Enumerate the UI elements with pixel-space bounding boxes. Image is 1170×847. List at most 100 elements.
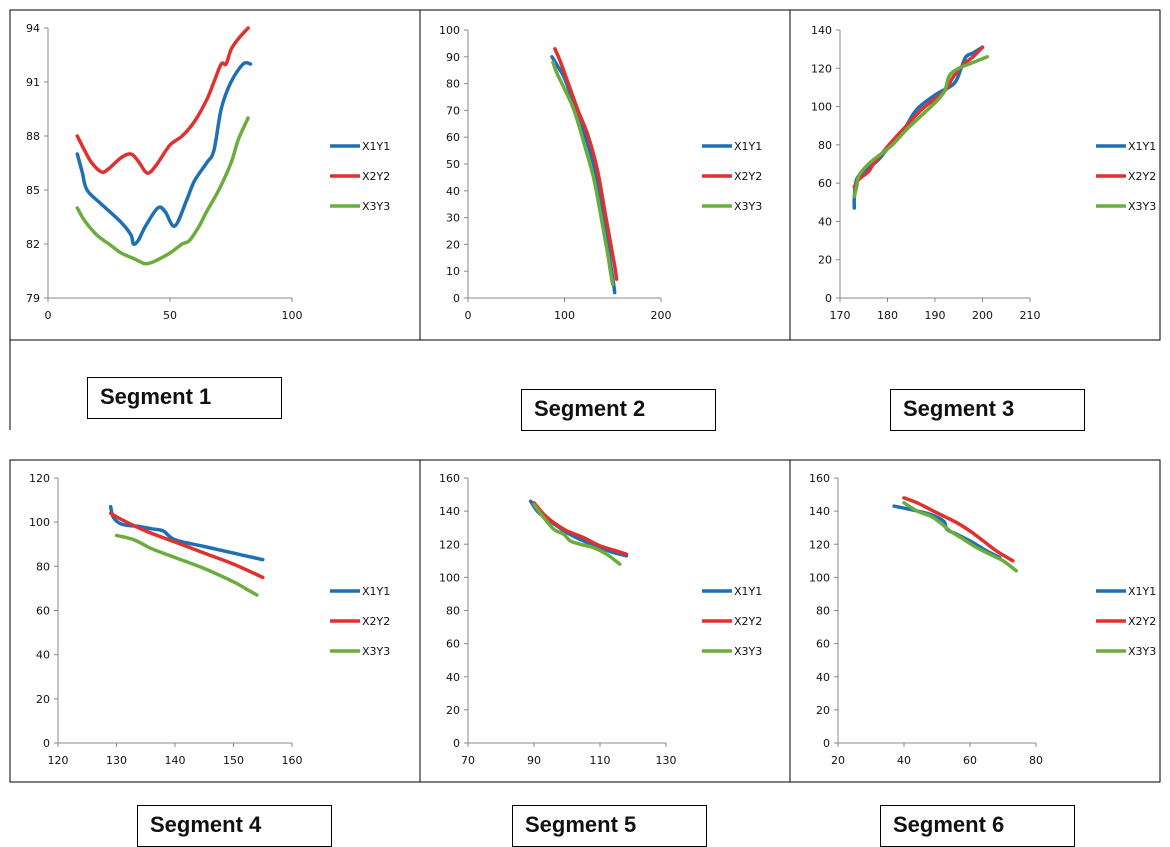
y-tick-label: 160 — [439, 472, 460, 485]
series-line-x3y3 — [532, 502, 622, 566]
series-line-x1y1 — [108, 504, 265, 562]
legend-label: X1Y1 — [362, 585, 390, 598]
x-tick-label: 100 — [282, 309, 303, 322]
x-tick-label: 110 — [590, 754, 611, 767]
legend-label: X3Y3 — [1128, 200, 1156, 213]
series-line-x1y1 — [528, 499, 629, 558]
y-tick-label: 120 — [439, 538, 460, 551]
y-tick-label: 160 — [809, 472, 830, 485]
legend-label: X1Y1 — [734, 585, 762, 598]
chart-segment-3: 0 20 40 60 80 100 120 140 170 180 190 200 210 X1Y1 X2Y… — [811, 24, 1156, 322]
y-tick-label: 80 — [36, 560, 50, 573]
legend-label: X2Y2 — [362, 170, 390, 183]
segment-label-2: Segment 2 — [521, 389, 716, 431]
y-tick-label: 40 — [816, 671, 830, 684]
x-tick-label: 170 — [830, 309, 851, 322]
series-line-x3y3 — [551, 60, 615, 287]
x-tick-label: 150 — [223, 754, 244, 767]
y-tick-label: 30 — [446, 212, 460, 225]
legend-label: X3Y3 — [1128, 645, 1156, 658]
x-tick-label: 140 — [165, 754, 186, 767]
y-tick-label: 140 — [809, 505, 830, 518]
y-tick-label: 80 — [818, 139, 832, 152]
y-tick-label: 120 — [29, 472, 50, 485]
y-tick-label: 80 — [446, 605, 460, 618]
segment-label-3: Segment 3 — [890, 389, 1085, 431]
segment-label-4: Segment 4 — [137, 805, 332, 847]
legend-label: X1Y1 — [362, 140, 390, 153]
series-line-x1y1 — [852, 45, 985, 210]
chart-segment-4: 0 20 40 60 80 100 120 120 130 140 150 160 X1Y1 X2Y2 X3… — [29, 472, 390, 767]
y-tick-label: 60 — [36, 605, 50, 618]
y-tick-label: 0 — [453, 292, 460, 305]
panel-frame-3 — [789, 9, 1161, 341]
series-line-x1y1 — [75, 60, 253, 246]
y-tick-label: 60 — [818, 177, 832, 190]
y-tick-label: 100 — [811, 101, 832, 114]
x-tick-label: 130 — [656, 754, 677, 767]
y-tick-label: 100 — [29, 516, 50, 529]
series-line-x2y2 — [532, 501, 629, 556]
y-tick-label: 40 — [446, 671, 460, 684]
y-tick-label: 0 — [43, 737, 50, 750]
y-tick-label: 50 — [446, 158, 460, 171]
x-tick-label: 90 — [527, 754, 541, 767]
series-line-x3y3 — [75, 116, 250, 266]
y-tick-label: 91 — [26, 76, 40, 89]
x-tick-label: 40 — [897, 754, 911, 767]
y-tick-label: 79 — [26, 292, 40, 305]
y-tick-label: 0 — [823, 737, 830, 750]
y-tick-label: 120 — [811, 62, 832, 75]
legend-label: X2Y2 — [362, 615, 390, 628]
x-tick-label: 0 — [45, 309, 52, 322]
panel-frame-6 — [789, 459, 1161, 783]
x-tick-label: 80 — [1029, 754, 1043, 767]
y-tick-label: 80 — [816, 605, 830, 618]
series-line-x3y3 — [902, 501, 1018, 573]
series-line-x2y2 — [553, 47, 619, 281]
y-tick-label: 85 — [26, 184, 40, 197]
chart-segment-5: 0 20 40 60 80 100 120 140 160 70 90 110 130 X1Y1 X2Y2 X… — [439, 472, 762, 767]
y-tick-label: 20 — [818, 254, 832, 267]
y-tick-label: 60 — [816, 638, 830, 651]
y-tick-label: 90 — [446, 51, 460, 64]
y-tick-label: 70 — [446, 104, 460, 117]
chart-segment-1: 79 82 85 88 91 94 0 50 100 X1Y1 X2Y2 X3Y3 — [26, 22, 390, 322]
y-tick-label: 20 — [816, 704, 830, 717]
series-line-x3y3 — [114, 533, 259, 597]
series-line-x2y2 — [108, 511, 265, 580]
x-tick-label: 190 — [925, 309, 946, 322]
segment-label-1: Segment 1 — [87, 377, 282, 419]
x-tick-label: 0 — [465, 309, 472, 322]
y-tick-label: 80 — [446, 78, 460, 91]
y-tick-label: 0 — [825, 292, 832, 305]
legend-label: X3Y3 — [734, 200, 762, 213]
x-tick-label: 50 — [163, 309, 177, 322]
x-tick-label: 70 — [461, 754, 475, 767]
series-line-x2y2 — [75, 26, 250, 175]
y-tick-label: 40 — [818, 215, 832, 228]
x-tick-label: 160 — [282, 754, 303, 767]
y-tick-label: 20 — [446, 704, 460, 717]
x-tick-label: 60 — [963, 754, 977, 767]
y-tick-label: 120 — [809, 538, 830, 551]
series-line-x1y1 — [550, 55, 617, 295]
y-tick-label: 20 — [36, 693, 50, 706]
series-line-x3y3 — [852, 55, 990, 199]
legend-label: X2Y2 — [734, 615, 762, 628]
legend-label: X2Y2 — [734, 170, 762, 183]
y-tick-label: 140 — [439, 505, 460, 518]
legend-label: X2Y2 — [1128, 170, 1156, 183]
y-tick-label: 0 — [453, 737, 460, 750]
series-line-x2y2 — [902, 496, 1015, 563]
legend-label: X3Y3 — [734, 645, 762, 658]
y-tick-label: 82 — [26, 238, 40, 251]
y-tick-label: 20 — [446, 238, 460, 251]
y-tick-label: 100 — [439, 571, 460, 584]
x-tick-label: 120 — [48, 754, 69, 767]
legend-label: X1Y1 — [1128, 140, 1156, 153]
y-tick-label: 100 — [809, 571, 830, 584]
legend-label: X3Y3 — [362, 645, 390, 658]
